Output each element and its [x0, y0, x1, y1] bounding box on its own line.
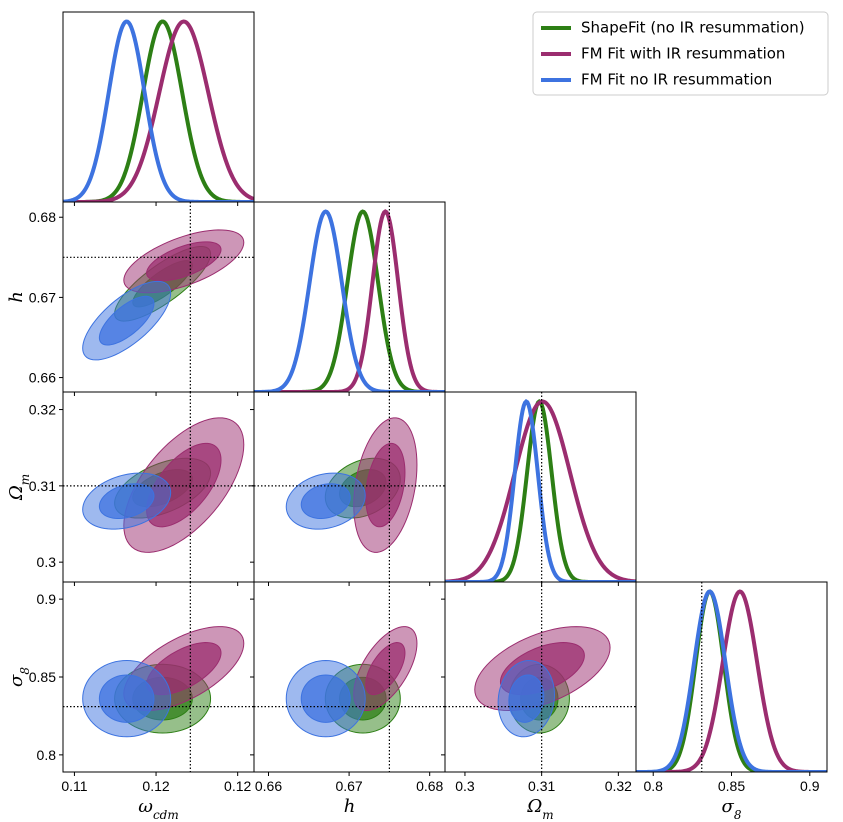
x-tick-label: 0.3 — [455, 778, 475, 794]
panel — [254, 392, 445, 582]
marginal-curve — [636, 589, 827, 772]
legend-label: FM Fit no IR resummation — [581, 71, 772, 89]
marginal-curve — [445, 399, 636, 582]
panel — [254, 202, 445, 392]
contour-inner — [146, 241, 222, 282]
x-tick-label: 0.32 — [605, 778, 632, 794]
axis-label: Ωm — [6, 474, 32, 501]
panel — [254, 582, 445, 772]
y-tick-label: 0.3 — [37, 554, 57, 570]
panel — [445, 392, 636, 582]
x-tick-label: 0.11 — [61, 778, 87, 794]
axis-label: Ωm — [526, 796, 553, 822]
y-tick-label: 0.31 — [29, 478, 56, 494]
axis-label: σ8 — [6, 667, 32, 687]
y-tick-label: 0.8 — [37, 747, 57, 763]
x-tick-label: 0.12 — [142, 778, 169, 794]
x-tick-label: 0.9 — [800, 778, 820, 794]
y-tick-label: 0.66 — [29, 370, 56, 386]
y-tick-label: 0.67 — [29, 289, 56, 305]
contour-inner — [365, 642, 406, 696]
legend-label: FM Fit with IR resummation — [581, 45, 785, 63]
x-tick-label: 0.31 — [528, 778, 555, 794]
y-tick-label: 0.9 — [37, 591, 57, 607]
axis-symbol: σ — [6, 674, 27, 687]
contour-inner — [300, 674, 351, 723]
marginal-curve — [254, 209, 445, 392]
contour-inner — [365, 442, 406, 528]
legend-label: ShapeFit (no IR resummation) — [581, 19, 805, 37]
panel — [63, 202, 254, 392]
x-tick-label: 0.12 — [224, 778, 251, 794]
x-tick-label: 0.8 — [643, 778, 663, 794]
axis-label: h — [344, 796, 356, 817]
panel-frame — [253, 201, 446, 393]
axis-subscript: 8 — [734, 808, 742, 822]
axis-label: ωcdm — [138, 796, 178, 822]
y-tick-label: 0.32 — [29, 402, 56, 418]
contour-inner — [98, 295, 155, 346]
panel — [63, 582, 254, 772]
axis-symbol: ω — [138, 796, 153, 817]
axis-symbol: h — [6, 291, 27, 303]
axis-label: σ8 — [722, 796, 742, 822]
marginal-curve — [636, 589, 827, 772]
contour-inner — [98, 483, 155, 519]
panel — [445, 582, 636, 772]
x-tick-label: 0.67 — [335, 778, 362, 794]
axis-subscript: cdm — [153, 808, 179, 822]
x-tick-label: 0.66 — [255, 778, 282, 794]
axis-subscript: 8 — [18, 667, 32, 675]
panel — [636, 582, 827, 772]
axis-subscript: m — [542, 808, 553, 822]
x-tick-label: 0.68 — [416, 778, 443, 794]
legend-box — [532, 11, 829, 96]
axis-symbol: Ω — [6, 485, 27, 501]
axis-symbol: h — [344, 796, 356, 817]
axis-label: h — [6, 291, 27, 303]
contour-inner — [300, 483, 351, 520]
y-tick-label: 0.68 — [29, 209, 56, 225]
marginal-curve — [63, 19, 254, 202]
y-tick-label: 0.85 — [29, 669, 56, 685]
x-tick-label: 0.85 — [718, 778, 745, 794]
contour-inner — [98, 674, 155, 723]
axis-symbol: σ — [722, 796, 735, 817]
contour-inner — [508, 674, 545, 723]
panel — [63, 392, 254, 582]
axis-subscript: m — [18, 474, 32, 485]
panel — [63, 19, 254, 202]
marginal-curve — [636, 589, 827, 772]
marginal-curve — [254, 209, 445, 392]
axis-symbol: Ω — [526, 796, 542, 817]
marginal-curve — [254, 209, 445, 392]
marginal-curve — [445, 398, 636, 582]
